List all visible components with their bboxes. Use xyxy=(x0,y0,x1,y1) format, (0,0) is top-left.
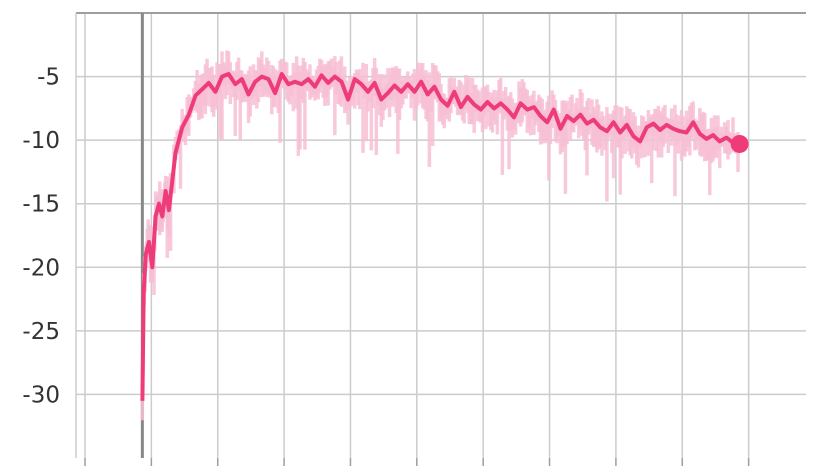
y-tick-label: -20 xyxy=(22,255,60,281)
y-tick-label: -10 xyxy=(22,128,60,154)
y-axis-tick-labels: -5 -10 -15 -20 -25 -30 xyxy=(22,65,60,409)
series-end-marker xyxy=(730,134,749,153)
y-tick-label: -25 xyxy=(22,319,60,345)
y-tick-label: -15 xyxy=(22,192,60,218)
series-line xyxy=(140,72,740,401)
x-axis-ticks xyxy=(84,458,750,466)
y-tick-label: -5 xyxy=(37,65,60,91)
y-tick-label: -30 xyxy=(22,382,60,408)
raw-value-spikes xyxy=(140,50,740,421)
